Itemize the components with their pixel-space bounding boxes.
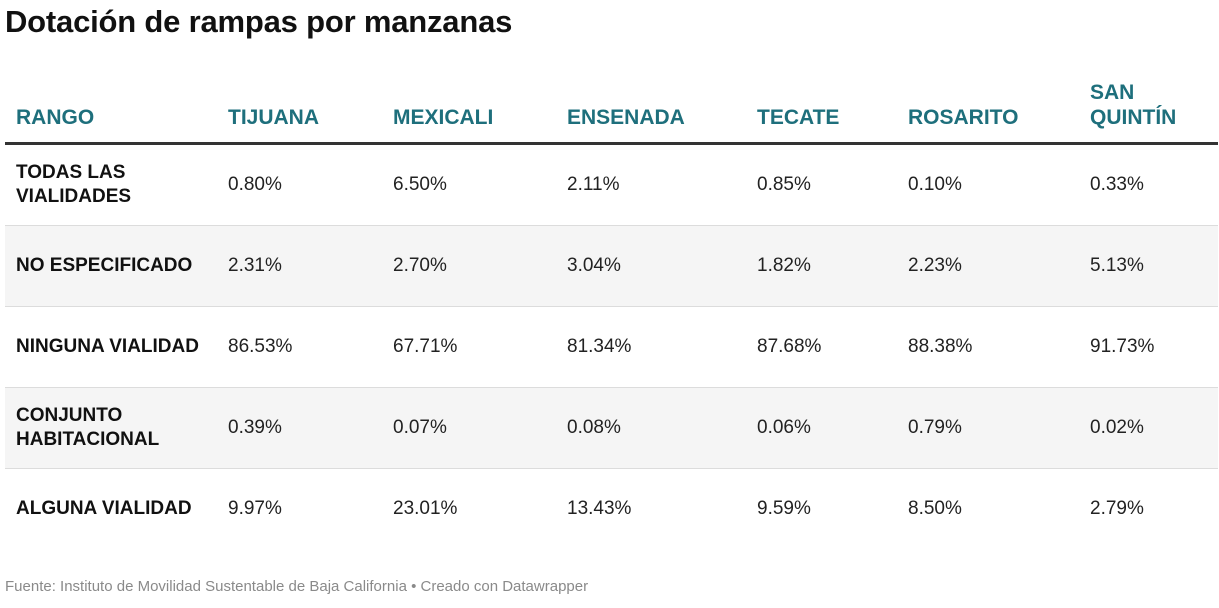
table-cell: 0.79% [908,387,1090,469]
column-header-rango[interactable]: RANGO [5,80,228,145]
table-cell: 2.79% [1090,498,1144,519]
table-cell: 0.33% [1090,143,1218,226]
table-cell: 88.38% [908,306,1090,388]
table-cell: 0.06% [757,387,908,469]
chart-title: Dotación de rampas por manzanas [5,4,513,39]
row-label: NINGUNA VIALIDAD [5,306,228,388]
table-cell: 81.34% [567,306,757,388]
data-table: RANGO TIJUANA MEXICALI ENSENADA TECATE R… [5,80,1218,549]
table-cell: 2.11% [567,143,757,226]
table-cell: 3.04% [567,225,757,307]
row-label: NO ESPECIFICADO [5,225,228,307]
table-cell: 0.85% [757,143,908,226]
table-cell: 67.71% [393,306,567,388]
table-cell: 0.02% [1090,387,1218,469]
table-cell: 2.23% [908,225,1090,307]
column-header-tecate[interactable]: TECATE [757,80,908,145]
table-cell: 0.10% [908,143,1090,226]
table-cell: 6.50% [393,143,567,226]
header-row: RANGO TIJUANA MEXICALI ENSENADA TECATE R… [5,80,1218,145]
table-cell: 13.43% [567,498,632,519]
table-row: ALGUNA VIALIDAD 9.97% 23.01% 13.43% 9.59… [5,469,1218,550]
table-cell: 0.08% [567,387,757,469]
column-header-ensenada[interactable]: ENSENADA [567,80,757,145]
table-cell: 0.80% [228,143,393,226]
table-cell: 23.01% [393,498,458,519]
column-header-rosarito[interactable]: ROSARITO [908,80,1090,145]
table-cell: 0.39% [228,387,393,469]
table-cell: 91.73% [1090,306,1218,388]
table-cell: 86.53% [228,306,393,388]
table-cell: 9.59% [757,498,811,519]
table-row: CONJUNTO HABITACIONAL 0.39% 0.07% 0.08% … [5,387,1218,469]
column-header-tijuana[interactable]: TIJUANA [228,80,393,145]
row-label: ALGUNA VIALIDAD [16,498,192,519]
table-cell: 0.07% [393,387,567,469]
row-label: CONJUNTO HABITACIONAL [5,387,228,469]
table-cell: 2.31% [228,225,393,307]
table-row: TODAS LAS VIALIDADES 0.80% 6.50% 2.11% 0… [5,143,1218,226]
table-cell: 2.70% [393,225,567,307]
table-row: NINGUNA VIALIDAD 86.53% 67.71% 81.34% 87… [5,306,1218,388]
table-cell: 9.97% [228,498,282,519]
table-cell: 8.50% [908,498,962,519]
column-header-san-quintin[interactable]: SAN QUINTÍN [1090,80,1218,145]
row-label: TODAS LAS VIALIDADES [5,143,228,226]
column-header-mexicali[interactable]: MEXICALI [393,80,567,145]
table-row: NO ESPECIFICADO 2.31% 2.70% 3.04% 1.82% … [5,225,1218,307]
source-footer: Fuente: Instituto de Movilidad Sustentab… [5,578,589,595]
table-cell: 1.82% [757,225,908,307]
table-cell: 87.68% [757,306,908,388]
table-cell: 5.13% [1090,225,1218,307]
